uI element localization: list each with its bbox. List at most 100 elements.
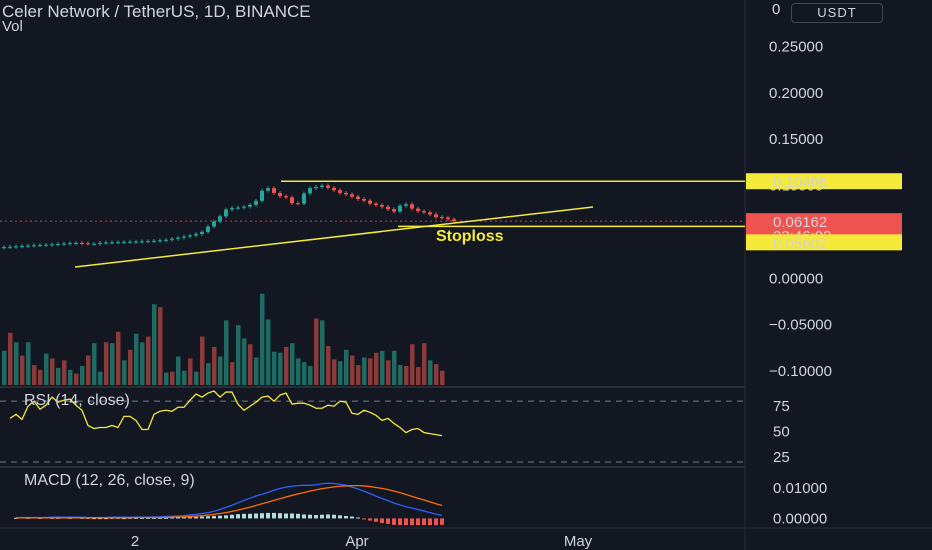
volume-bar [50, 358, 55, 385]
macd-hist-bar [134, 517, 138, 519]
volume-bar [272, 351, 277, 385]
macd-hist-bar [344, 515, 348, 519]
macd-tick-label: 0.00000 [773, 510, 827, 527]
volume-bar [56, 367, 61, 385]
candle [296, 203, 300, 205]
candle [434, 214, 438, 218]
stoploss-price-badge [746, 234, 902, 251]
volume-bar [404, 366, 409, 385]
volume-bar [164, 372, 169, 385]
macd-hist-bar [428, 518, 432, 526]
macd-hist-bar [146, 517, 150, 519]
candle [404, 204, 408, 206]
resistance-price-badge [746, 173, 902, 190]
candle [44, 244, 48, 246]
candle [422, 211, 426, 213]
candle [146, 241, 150, 243]
candle [344, 192, 348, 195]
candle [416, 208, 420, 212]
volume-bar [296, 358, 301, 385]
candle [194, 233, 198, 236]
volume-bar [320, 320, 325, 385]
macd-hist-bar [320, 514, 324, 519]
macd-hist-bar [440, 518, 444, 525]
macd-histogram [14, 512, 444, 526]
candle [440, 217, 444, 219]
volume-bar [194, 371, 199, 385]
candle [380, 205, 384, 207]
candle [236, 207, 240, 209]
volume-bar [224, 320, 229, 385]
volume-bar [368, 358, 373, 385]
macd-hist-bar [332, 514, 336, 519]
candle [62, 243, 66, 245]
macd-hist-bar [158, 517, 162, 519]
volume-bar [140, 342, 145, 385]
candle [8, 246, 12, 248]
candle [188, 235, 192, 237]
rsi-tick-label: 50 [773, 424, 790, 441]
candle [38, 245, 42, 247]
time-tick-label: May [564, 533, 593, 550]
candle [332, 187, 336, 191]
candle [50, 244, 54, 246]
macd-hist-bar [314, 515, 318, 519]
volume-bar [26, 342, 31, 385]
volume-bar [380, 350, 385, 385]
candle [164, 239, 168, 241]
candle [320, 185, 324, 188]
candle [20, 246, 24, 248]
candle [290, 197, 294, 204]
macd-hist-bar [386, 518, 390, 524]
volume-bar [242, 338, 247, 385]
volume-bar [410, 344, 415, 385]
candle [32, 245, 36, 247]
volume-bar [116, 331, 121, 385]
time-tick-label: 2 [131, 533, 139, 550]
macd-hist-bar [176, 517, 180, 519]
volume-bar [266, 319, 271, 385]
volume-bar [134, 333, 139, 385]
candle [86, 243, 90, 245]
volume-bar [416, 366, 421, 385]
volume-bar [80, 366, 85, 385]
candle [368, 200, 372, 204]
volume-bar [2, 350, 7, 385]
candle [182, 236, 186, 238]
candle [338, 190, 342, 193]
volume-bar [218, 356, 223, 385]
candle [350, 194, 354, 197]
macd-hist-bar [260, 513, 264, 519]
volume-bar [398, 365, 403, 385]
candle [386, 206, 390, 210]
candle [128, 241, 132, 243]
candle [140, 241, 144, 243]
macd-hist-bar [170, 517, 174, 519]
volume-bar [8, 332, 13, 385]
resistance-price-badge-text: 0.10466 [773, 174, 827, 191]
candle [200, 231, 204, 234]
macd-hist-bar [434, 518, 438, 526]
rsi-tick-label: 25 [773, 449, 790, 466]
candle [242, 206, 246, 208]
macd-hist-bar [224, 515, 228, 519]
macd-hist-bar [92, 518, 96, 520]
volume-bar [188, 358, 193, 385]
volume-bar [284, 347, 289, 385]
macd-hist-bar [182, 517, 186, 519]
volume-bar [344, 349, 349, 385]
currency-button[interactable]: USDT [791, 3, 883, 23]
macd-hist-bar [140, 517, 144, 519]
candle [254, 200, 258, 205]
candle [410, 204, 414, 209]
price-tick-label: 0.20000 [769, 85, 823, 102]
macd-hist-bar [362, 518, 366, 520]
rsi-label: RSI (14, close) [24, 392, 130, 409]
macd-hist-bar [356, 517, 360, 519]
volume-bar [428, 360, 433, 385]
macd-hist-bar [104, 518, 108, 520]
volume-bar [158, 307, 163, 385]
candle [224, 209, 228, 217]
macd-hist-bar [236, 514, 240, 519]
